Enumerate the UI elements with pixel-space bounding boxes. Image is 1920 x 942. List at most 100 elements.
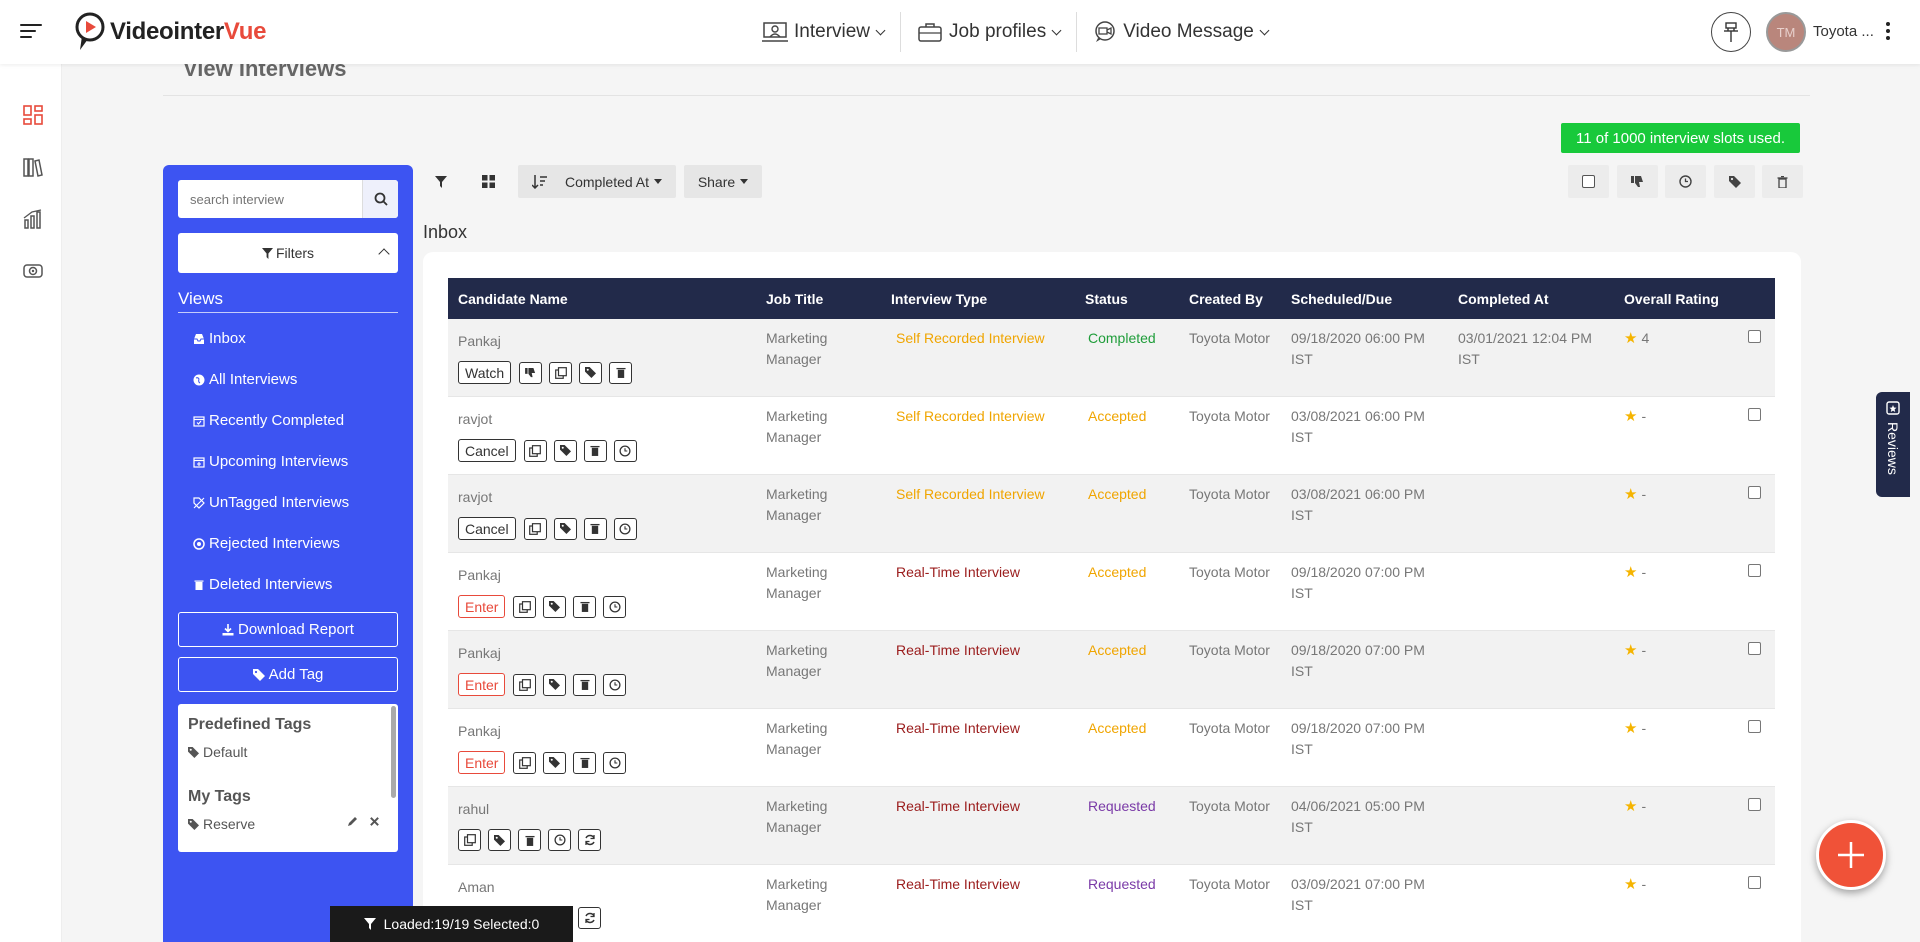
candidate-name[interactable]: Aman bbox=[458, 879, 495, 895]
add-tag-button[interactable]: Add Tag bbox=[178, 657, 398, 692]
table-row[interactable]: Pankaj Enter Marketing Manager Real-Time Int… bbox=[448, 553, 1775, 631]
header-completed-at[interactable]: Completed At bbox=[1458, 291, 1549, 307]
bulk-tag-button[interactable] bbox=[1714, 165, 1755, 198]
row-checkbox[interactable] bbox=[1748, 642, 1761, 655]
library-icon[interactable] bbox=[22, 156, 44, 178]
search-button[interactable] bbox=[362, 180, 398, 218]
nav-video-message[interactable]: Video Message bbox=[1077, 12, 1284, 52]
row-checkbox[interactable] bbox=[1748, 486, 1761, 499]
nav-job-profiles[interactable]: Job profiles bbox=[901, 12, 1078, 52]
tag-button[interactable] bbox=[579, 361, 603, 384]
add-interview-button[interactable] bbox=[1816, 820, 1886, 890]
table-row[interactable]: ravjot Cancel Marketing Manager Self Recorde… bbox=[448, 397, 1775, 475]
clock-button[interactable] bbox=[603, 595, 627, 618]
tag-button[interactable] bbox=[543, 595, 567, 618]
view-untagged-interviews[interactable]: UnTagged Interviews bbox=[193, 494, 349, 511]
header-job-title[interactable]: Job Title bbox=[766, 291, 824, 307]
table-row[interactable]: ravjot Cancel Marketing Manager Self Recorde… bbox=[448, 475, 1775, 553]
view-inbox[interactable]: Inbox bbox=[193, 330, 246, 347]
trash-button[interactable] bbox=[573, 751, 597, 774]
clock-button[interactable] bbox=[613, 517, 637, 540]
copy-button[interactable] bbox=[458, 829, 481, 851]
menu-icon[interactable] bbox=[20, 24, 42, 40]
header-created-by[interactable]: Created By bbox=[1189, 291, 1263, 307]
tags-scrollbar[interactable] bbox=[391, 706, 396, 798]
bulk-schedule-button[interactable] bbox=[1665, 165, 1706, 198]
header-overall-rating[interactable]: Overall Rating bbox=[1624, 291, 1719, 307]
trash-button[interactable] bbox=[583, 517, 607, 540]
row-checkbox[interactable] bbox=[1748, 720, 1761, 733]
copy-button[interactable] bbox=[549, 361, 573, 384]
refresh-button[interactable] bbox=[578, 907, 601, 929]
enter-button[interactable]: Enter bbox=[458, 595, 506, 618]
candidate-name[interactable]: Pankaj bbox=[458, 723, 501, 739]
row-checkbox[interactable] bbox=[1748, 408, 1761, 421]
pin-button[interactable] bbox=[1711, 12, 1751, 52]
tag-button[interactable] bbox=[553, 439, 577, 462]
table-row[interactable]: Pankaj Enter Marketing Manager Real-Time Int… bbox=[448, 709, 1775, 787]
close-icon[interactable] bbox=[369, 816, 380, 827]
filter-button[interactable] bbox=[430, 165, 452, 198]
trash-button[interactable] bbox=[583, 439, 607, 462]
search-input[interactable] bbox=[178, 181, 358, 217]
copy-button[interactable] bbox=[523, 439, 547, 462]
view-deleted-interviews[interactable]: Deleted Interviews bbox=[193, 576, 332, 593]
trash-button[interactable] bbox=[609, 361, 633, 384]
header-scheduled-due[interactable]: Scheduled/Due bbox=[1291, 291, 1393, 307]
grid-view-button[interactable] bbox=[476, 165, 500, 198]
table-row[interactable]: rahul Marketing Manager Real-Time Interview… bbox=[448, 787, 1775, 865]
row-checkbox[interactable] bbox=[1748, 330, 1761, 343]
dashboard-icon[interactable] bbox=[22, 104, 44, 126]
copy-button[interactable] bbox=[523, 517, 547, 540]
clock-button[interactable] bbox=[613, 439, 637, 462]
candidate-name[interactable]: Pankaj bbox=[458, 333, 501, 349]
refresh-button[interactable] bbox=[578, 829, 601, 851]
filters-toggle[interactable]: Filters bbox=[178, 233, 398, 273]
watch-button[interactable]: Watch bbox=[458, 361, 512, 384]
logo[interactable]: VideointerVue bbox=[74, 12, 266, 52]
copy-button[interactable] bbox=[513, 673, 537, 696]
table-row[interactable]: Aman Marketing Manager Real-Time Interview R… bbox=[448, 865, 1775, 942]
candidate-name[interactable]: Pankaj bbox=[458, 645, 501, 661]
tag-reserve[interactable]: Reserve bbox=[188, 816, 255, 832]
trash-button[interactable] bbox=[573, 673, 597, 696]
camera-icon[interactable] bbox=[22, 260, 44, 282]
tag-default[interactable]: Default bbox=[188, 744, 247, 760]
header-candidate-name[interactable]: Candidate Name bbox=[458, 291, 568, 307]
row-checkbox[interactable] bbox=[1748, 564, 1761, 577]
nav-interview[interactable]: Interview bbox=[746, 12, 902, 52]
header-interview-type[interactable]: Interview Type bbox=[891, 291, 988, 307]
trash-button[interactable] bbox=[573, 595, 597, 618]
clock-button[interactable] bbox=[548, 829, 571, 851]
table-row[interactable]: Pankaj Watch Marketing Manager Self Recorded… bbox=[448, 319, 1775, 397]
reviews-tab[interactable]: Reviews bbox=[1876, 392, 1910, 497]
sort-dropdown[interactable]: Completed At bbox=[518, 165, 676, 198]
cancel-button[interactable]: Cancel bbox=[458, 517, 516, 540]
view-upcoming-interviews[interactable]: Upcoming Interviews bbox=[193, 453, 348, 470]
header-status[interactable]: Status bbox=[1085, 291, 1128, 307]
clock-button[interactable] bbox=[603, 673, 627, 696]
edit-icon[interactable] bbox=[347, 815, 359, 827]
row-checkbox[interactable] bbox=[1748, 876, 1761, 889]
more-options-icon[interactable] bbox=[1886, 22, 1890, 43]
candidate-name[interactable]: ravjot bbox=[458, 489, 493, 505]
candidate-name[interactable]: ravjot bbox=[458, 411, 493, 427]
tag-button[interactable] bbox=[553, 517, 577, 540]
bulk-delete-button[interactable] bbox=[1762, 165, 1803, 198]
avatar[interactable]: TM bbox=[1766, 12, 1806, 52]
download-report-button[interactable]: Download Report bbox=[178, 612, 398, 647]
view-recently-completed[interactable]: Recently Completed bbox=[193, 412, 344, 429]
analytics-icon[interactable] bbox=[22, 208, 44, 230]
trash-button[interactable] bbox=[518, 829, 541, 851]
tag-button[interactable] bbox=[543, 751, 567, 774]
user-name[interactable]: Toyota ... bbox=[1813, 23, 1874, 40]
bulk-reject-button[interactable] bbox=[1617, 165, 1658, 198]
tag-button[interactable] bbox=[488, 829, 511, 851]
cancel-button[interactable]: Cancel bbox=[458, 439, 516, 462]
enter-button[interactable]: Enter bbox=[458, 751, 506, 774]
table-row[interactable]: Pankaj Enter Marketing Manager Real-Time Int… bbox=[448, 631, 1775, 709]
copy-button[interactable] bbox=[513, 595, 537, 618]
thumbs-down-button[interactable] bbox=[519, 361, 543, 384]
view-rejected-interviews[interactable]: Rejected Interviews bbox=[193, 535, 340, 552]
select-all-checkbox[interactable] bbox=[1568, 165, 1609, 198]
